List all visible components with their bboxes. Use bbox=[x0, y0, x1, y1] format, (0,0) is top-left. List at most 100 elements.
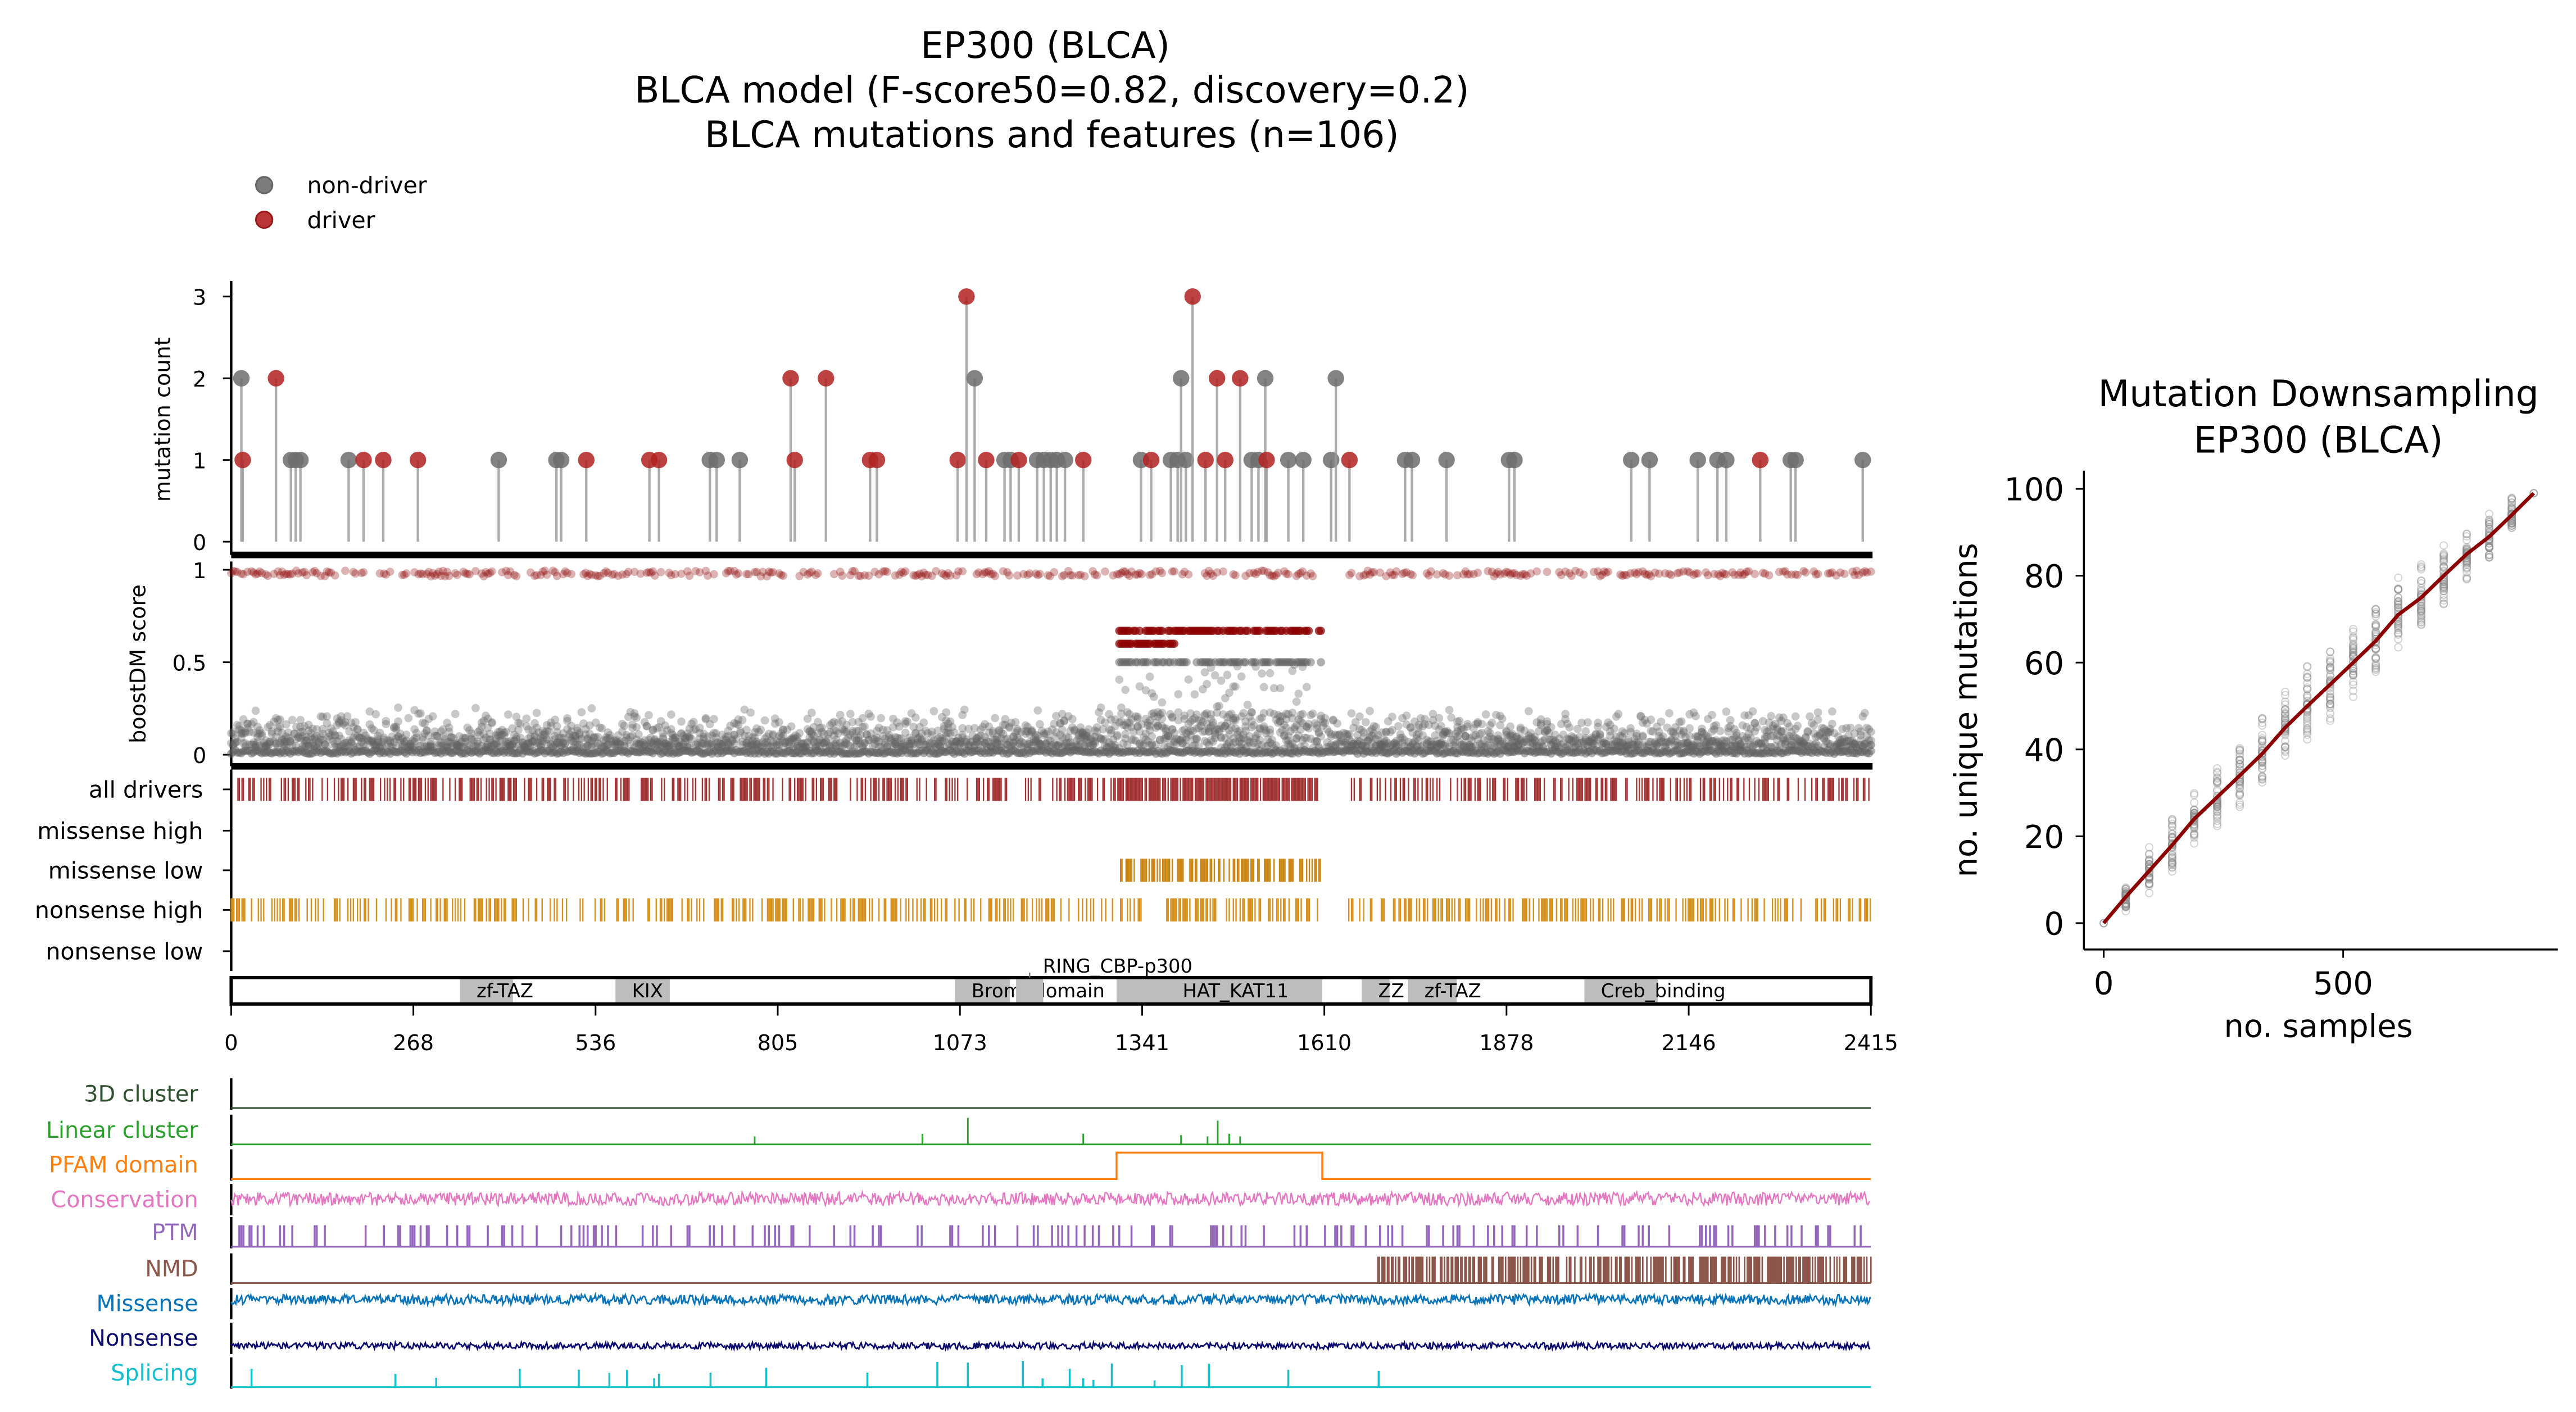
boostdm-point bbox=[563, 714, 572, 723]
boostdm-point bbox=[506, 741, 515, 750]
non-driver-point bbox=[1403, 451, 1421, 469]
boostdm-driver-point bbox=[482, 567, 490, 576]
boostdm-point bbox=[414, 742, 423, 751]
boostdm-point bbox=[1190, 690, 1199, 699]
boostdm-driver-point bbox=[414, 570, 423, 579]
non-driver-point bbox=[340, 451, 357, 469]
lollipop-ylabel: mutation count bbox=[151, 337, 176, 502]
boostdm-point bbox=[304, 720, 313, 729]
boostdm-point bbox=[290, 729, 299, 738]
boostdm-point bbox=[353, 725, 362, 734]
boostdm-point bbox=[506, 741, 515, 750]
boostdm-point bbox=[512, 735, 521, 743]
boostdm-driver-point bbox=[351, 569, 360, 578]
boostdm-point bbox=[343, 712, 352, 721]
boostdm-point bbox=[309, 738, 317, 747]
boostdm-point bbox=[504, 738, 513, 746]
boostdm-point bbox=[486, 729, 495, 738]
boostdm-point bbox=[330, 739, 339, 748]
boostdm-ytick-label: 0.5 bbox=[173, 651, 207, 676]
boostdm-point bbox=[353, 732, 362, 741]
boostdm-driver-point bbox=[257, 569, 266, 578]
boostdm-point bbox=[453, 741, 462, 750]
boostdm-driver-point bbox=[1473, 569, 1482, 577]
driver-point bbox=[1010, 451, 1027, 469]
boostdm-point bbox=[424, 715, 433, 723]
boostdm-driver-point bbox=[231, 567, 239, 576]
boostdm-driver-point bbox=[1050, 567, 1059, 576]
non-driver-point bbox=[1280, 451, 1297, 469]
boostdm-point bbox=[271, 732, 280, 741]
boostdm-point bbox=[316, 712, 325, 721]
boostdm-driver-point bbox=[379, 569, 388, 578]
boostdm-point bbox=[412, 729, 421, 737]
boostdm-point bbox=[522, 739, 531, 748]
boostdm-point bbox=[1665, 709, 1674, 718]
boostdm-point bbox=[278, 735, 287, 743]
boostdm-driver-point bbox=[459, 567, 468, 576]
boostdm-point bbox=[243, 719, 252, 728]
boostdm-point bbox=[418, 735, 427, 744]
boostdm-driver-point bbox=[251, 570, 260, 579]
boostdm-point bbox=[323, 719, 332, 728]
boostdm-point bbox=[374, 732, 382, 741]
boostdm-point bbox=[510, 730, 519, 739]
boostdm-point bbox=[374, 737, 382, 746]
boostdm-point bbox=[530, 730, 539, 739]
boostdm-point bbox=[447, 733, 456, 742]
boostdm-point bbox=[359, 728, 368, 737]
driver-point bbox=[978, 451, 995, 469]
boostdm-point bbox=[282, 737, 291, 746]
boostdm-point bbox=[330, 732, 339, 740]
boostdm-point bbox=[1584, 718, 1592, 727]
boostdm-point bbox=[473, 737, 482, 746]
boostdm-point bbox=[284, 733, 293, 742]
boostdm-point bbox=[437, 738, 446, 747]
boostdm-driver-point bbox=[253, 569, 262, 578]
boostdm-point bbox=[282, 720, 291, 729]
boostdm-point bbox=[270, 737, 278, 746]
driver-point bbox=[1217, 451, 1233, 469]
driver-point bbox=[1075, 451, 1092, 469]
boostdm-point bbox=[302, 736, 311, 744]
non-driver-point bbox=[1718, 451, 1735, 469]
boostdm-point bbox=[445, 723, 453, 732]
boostdm-point bbox=[410, 725, 419, 734]
boostdm-point bbox=[260, 738, 268, 747]
boostdm-point bbox=[1248, 708, 1256, 717]
boostdm-point bbox=[239, 715, 248, 724]
boostdm-point bbox=[406, 740, 415, 749]
boostdm-driver-point bbox=[316, 571, 325, 580]
boostdm-driver-point bbox=[461, 569, 470, 578]
boostdm-point bbox=[245, 728, 254, 737]
boostdm-point bbox=[379, 735, 388, 744]
boostdm-point bbox=[500, 731, 509, 740]
boostdm-point bbox=[245, 740, 254, 749]
track-label-nonsense-high: nonsense high bbox=[35, 897, 203, 924]
boostdm-point bbox=[443, 719, 451, 727]
boostdm-point bbox=[306, 733, 315, 741]
boostdm-point bbox=[919, 718, 928, 727]
boostdm-point bbox=[1594, 723, 1602, 731]
boostdm-point bbox=[512, 733, 521, 742]
boostdm-driver-point bbox=[901, 567, 910, 576]
boostdm-point bbox=[392, 722, 401, 731]
legend-non-driver-marker bbox=[255, 176, 274, 194]
boostdm-point bbox=[323, 712, 332, 721]
boostdm-point bbox=[337, 716, 346, 725]
driver-point bbox=[578, 451, 595, 469]
lollipop-bottom-border bbox=[231, 551, 1873, 559]
boostdm-point bbox=[412, 733, 421, 742]
boostdm-point bbox=[461, 738, 470, 746]
boostdm-driver-point bbox=[838, 571, 847, 580]
boostdm-point bbox=[229, 730, 238, 739]
boostdm-point bbox=[392, 725, 401, 734]
boostdm-point bbox=[396, 729, 405, 738]
boostdm-point bbox=[347, 737, 356, 746]
boostdm-driver-point bbox=[526, 568, 535, 577]
boostdm-point bbox=[514, 725, 523, 734]
boostdm-point bbox=[392, 734, 401, 743]
boostdm-point bbox=[1813, 715, 1822, 724]
boostdm-point bbox=[420, 729, 429, 738]
boostdm-point bbox=[479, 735, 488, 744]
